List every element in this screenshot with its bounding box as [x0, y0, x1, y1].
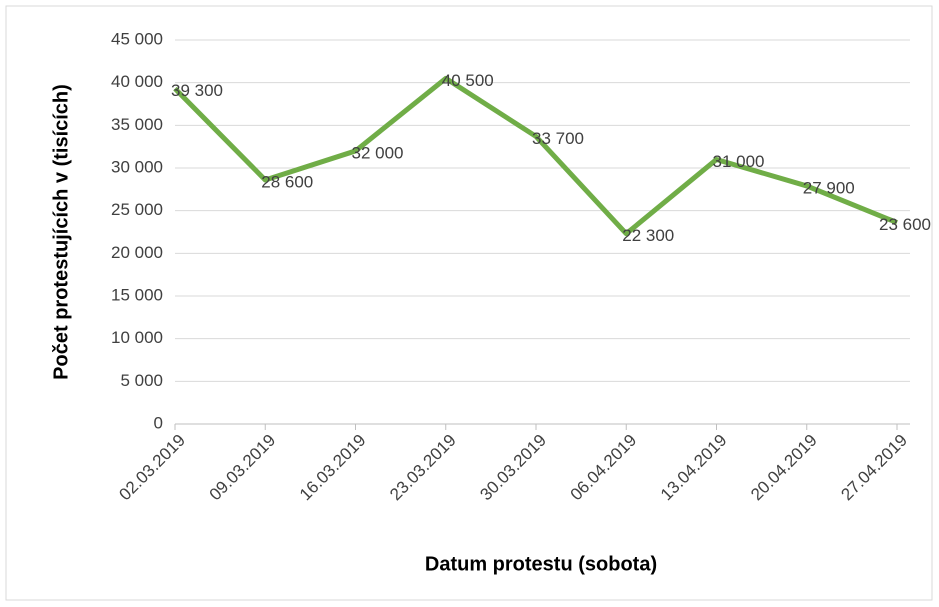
y-tick-label: 40 000 [111, 72, 163, 91]
data-label: 22 300 [622, 226, 674, 245]
y-tick-label: 20 000 [111, 243, 163, 262]
data-label: 27 900 [803, 178, 855, 197]
y-tick-label: 10 000 [111, 328, 163, 347]
y-axis-title: Počet protestujících v (tisících) [50, 84, 72, 380]
data-label: 31 000 [713, 152, 765, 171]
data-label: 33 700 [532, 129, 584, 148]
data-label: 39 300 [171, 81, 223, 100]
y-tick-label: 45 000 [111, 29, 163, 48]
y-tick-label: 15 000 [111, 285, 163, 304]
chart-border [5, 5, 933, 601]
data-label: 32 000 [352, 143, 404, 162]
x-axis-title: Datum protestu (sobota) [425, 553, 657, 575]
y-tick-label: 30 000 [111, 157, 163, 176]
data-label: 28 600 [261, 172, 313, 191]
data-label: 23 600 [879, 215, 931, 234]
y-tick-label: 5 000 [120, 371, 163, 390]
data-label: 40 500 [442, 71, 494, 90]
y-tick-label: 0 [154, 413, 163, 432]
y-tick-label: 25 000 [111, 200, 163, 219]
y-tick-label: 35 000 [111, 115, 163, 134]
line [173, 75, 898, 237]
